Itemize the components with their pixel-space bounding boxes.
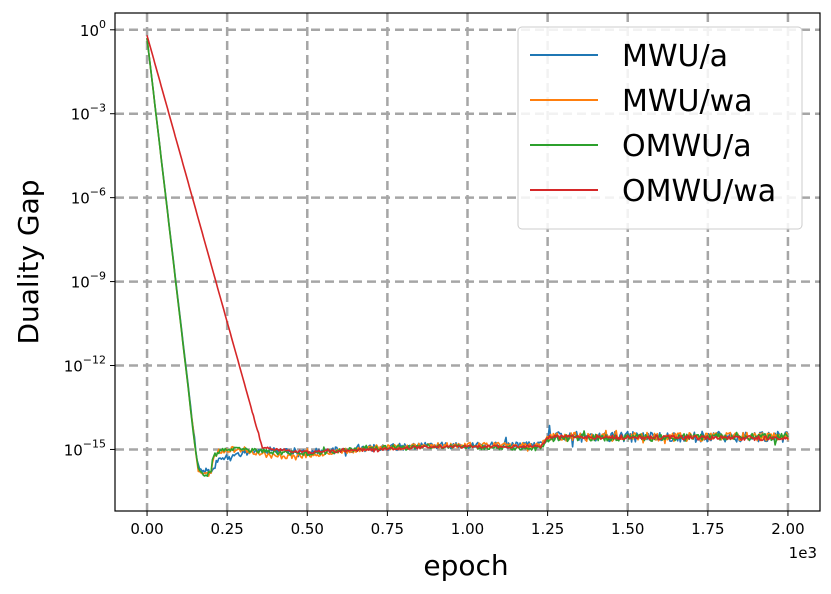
x-tick-label: 0.25 <box>210 520 243 538</box>
x-tick-label: 0.75 <box>371 520 404 538</box>
y-tick-label: 100 <box>80 18 106 40</box>
x-tick-label: 1.00 <box>451 520 484 538</box>
series-layer <box>146 35 789 477</box>
series-line-omwu-wa <box>146 35 789 455</box>
y-tick-label-base: 10 <box>71 274 90 292</box>
x-tick-label: 2.00 <box>771 520 804 538</box>
y-tick-label: 10−12 <box>64 354 106 376</box>
y-tick-label-base: 10 <box>80 22 99 40</box>
x-tick-label: 0.00 <box>130 520 163 538</box>
y-tick-label-exponent: −12 <box>83 354 106 367</box>
x-tick-label: 1.75 <box>691 520 724 538</box>
y-tick-label: 10−9 <box>71 270 106 292</box>
x-tick-label: 0.50 <box>291 520 324 538</box>
y-tick-label: 10−15 <box>64 437 106 459</box>
y-tick-label-exponent: −6 <box>90 186 106 199</box>
x-axis-label: epoch <box>423 549 508 582</box>
y-tick-label-base: 10 <box>64 358 83 376</box>
y-tick-label-exponent: 0 <box>99 18 106 31</box>
y-tick-label: 10−6 <box>71 186 106 208</box>
legend: MWU/a MWU/wa OMWU/a OMWU/wa <box>517 26 803 230</box>
y-tick-label-exponent: −9 <box>90 270 106 283</box>
y-tick-label-base: 10 <box>71 190 90 208</box>
legend-label-mwu-a: MWU/a <box>622 39 728 74</box>
y-tick-label-exponent: −3 <box>90 102 106 115</box>
legend-label-omwu-wa: OMWU/wa <box>622 174 776 209</box>
x-tick-label: 1.50 <box>611 520 644 538</box>
legend-box <box>517 26 803 230</box>
y-tick-label-base: 10 <box>71 106 90 124</box>
x-tick-label: 1.25 <box>531 520 564 538</box>
legend-label-omwu-a: OMWU/a <box>622 129 752 164</box>
legend-label-mwu-wa: MWU/wa <box>622 84 753 119</box>
y-tick-label-exponent: −15 <box>83 437 106 450</box>
x-axis-offset-text: 1e3 <box>789 544 817 562</box>
y-axis-label: Duality Gap <box>12 179 45 344</box>
y-tick-label-base: 10 <box>64 441 83 459</box>
y-tick-label: 10−3 <box>71 102 106 124</box>
x-axis-ticks: 0.00 0.25 0.50 0.75 1.00 1.25 1.50 1.75 2.00 <box>130 511 805 538</box>
